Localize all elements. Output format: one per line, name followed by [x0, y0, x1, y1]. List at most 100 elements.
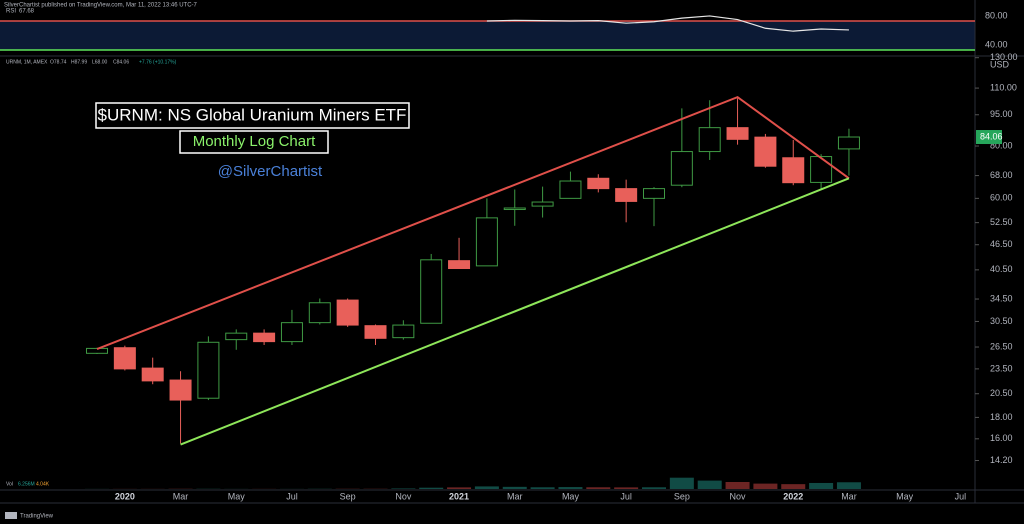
x-tick-label: Mar	[841, 491, 857, 501]
y-tick-label: 40.50	[990, 264, 1013, 274]
candle-body	[336, 299, 359, 326]
y-tick-label: 60.00	[990, 193, 1013, 203]
candle-body	[169, 379, 192, 401]
logo-icon	[5, 512, 17, 519]
rsi-line	[486, 15, 849, 32]
x-tick-label: Mar	[173, 491, 189, 501]
x-tick-label: 2021	[449, 491, 469, 501]
volume-bar	[419, 487, 444, 489]
volume-bar	[836, 482, 861, 489]
y-tick-label: 14.20	[990, 455, 1013, 465]
candle-body	[448, 260, 471, 270]
volume-bar	[697, 480, 722, 489]
chart-title: $URNM: NS Global Uranium Miners ETF	[98, 105, 407, 124]
y-tick-label: 80.00	[990, 140, 1013, 150]
candle-body	[392, 324, 415, 339]
candle-body	[726, 127, 749, 140]
candle-body	[503, 207, 526, 211]
candle-body	[531, 201, 554, 207]
volume-bar	[809, 482, 834, 489]
candle-body	[559, 180, 582, 199]
title-box	[95, 102, 410, 129]
candle-body	[141, 367, 164, 382]
ohlc-value: L68.00	[92, 59, 108, 65]
y-tick-label: 34.50	[990, 293, 1013, 303]
candle-body	[587, 177, 610, 190]
y-tick-label: 18.00	[990, 412, 1013, 422]
candle-body	[837, 136, 860, 150]
x-tick-label: Nov	[730, 491, 747, 501]
price-tag	[976, 130, 1002, 145]
volume-bar	[753, 483, 778, 489]
subtitle-box	[179, 130, 329, 154]
x-tick-label: Sep	[674, 491, 690, 501]
y-tick-label: 23.50	[990, 363, 1013, 373]
y-tick-label: 46.50	[990, 239, 1013, 249]
footer: TradingView	[20, 514, 54, 520]
volume-bar	[558, 487, 583, 489]
volume-bar	[642, 487, 666, 489]
x-tick-label: Jul	[955, 491, 967, 501]
x-tick-label: Jul	[286, 491, 298, 501]
volume-bar	[725, 482, 750, 489]
volume-bar	[447, 487, 472, 489]
candle-body	[225, 332, 248, 341]
x-tick-label: May	[228, 491, 246, 501]
y-tick-label: 95.00	[990, 109, 1013, 119]
symbol: URNM, 1M, AMEX	[6, 59, 48, 65]
y-tick-label: 130.00	[990, 52, 1018, 62]
volume-bar	[614, 487, 639, 489]
candle-body	[615, 188, 638, 202]
volume-ma: 4.04K	[36, 481, 50, 487]
candle-body	[670, 151, 693, 186]
rsi-name: RSI	[6, 9, 16, 15]
ohlc-value: O78.74	[50, 59, 67, 65]
volume-bar	[669, 477, 694, 489]
ohlc-value: +7.76 (+10.17%)	[139, 59, 177, 65]
candle-body	[754, 136, 777, 167]
price-tag-label: 84.06	[980, 131, 1003, 141]
trendline	[180, 177, 850, 446]
candle-body	[475, 217, 498, 267]
x-tick-label: Nov	[395, 491, 412, 501]
y-tick-label: 26.50	[990, 341, 1013, 351]
x-tick-label: May	[562, 491, 580, 501]
subtitle: Monthly Log Chart	[193, 133, 316, 150]
rsi-tick-label: 40.00	[985, 39, 1008, 49]
y-tick-label: 16.00	[990, 433, 1013, 443]
x-tick-label: Jul	[620, 491, 632, 501]
volume-bar	[781, 484, 806, 489]
ohlc-legend: O78.74 H87.99 L68.00 C84.06 +7.76 (+10.17%)	[50, 59, 177, 65]
candle-body	[86, 347, 108, 354]
rsi-band	[0, 21, 975, 50]
x-tick-label: Mar	[507, 491, 523, 501]
rsi-tick-label: 80.00	[985, 10, 1008, 20]
volume-bar	[391, 488, 416, 489]
candle-body	[197, 341, 220, 399]
candle-body	[253, 332, 276, 343]
candle-body	[113, 347, 136, 370]
author: @SilverChartist	[218, 163, 323, 180]
y-tick-label: 20.50	[990, 388, 1013, 398]
x-tick-label: 2022	[783, 491, 803, 501]
volume-bar	[502, 486, 527, 489]
x-tick-label: 2020	[115, 491, 135, 501]
x-tick-label: Sep	[340, 491, 356, 501]
volume-name: Vol	[6, 481, 13, 487]
volume-bar	[530, 487, 555, 489]
y-tick-label: 110.00	[990, 82, 1017, 92]
candle-body	[280, 322, 303, 343]
candle-body	[420, 259, 443, 324]
candle-body	[810, 156, 833, 183]
currency: USD	[990, 59, 1010, 69]
candle-body	[698, 127, 721, 153]
ohlc-value: H87.99	[71, 59, 87, 65]
header: SilverChartist published on TradingView.…	[4, 3, 198, 9]
y-tick-label: 52.50	[990, 217, 1013, 227]
volume-bar	[474, 486, 499, 489]
candle-body	[782, 157, 805, 184]
trendline	[96, 95, 850, 351]
candle-body	[643, 188, 665, 199]
